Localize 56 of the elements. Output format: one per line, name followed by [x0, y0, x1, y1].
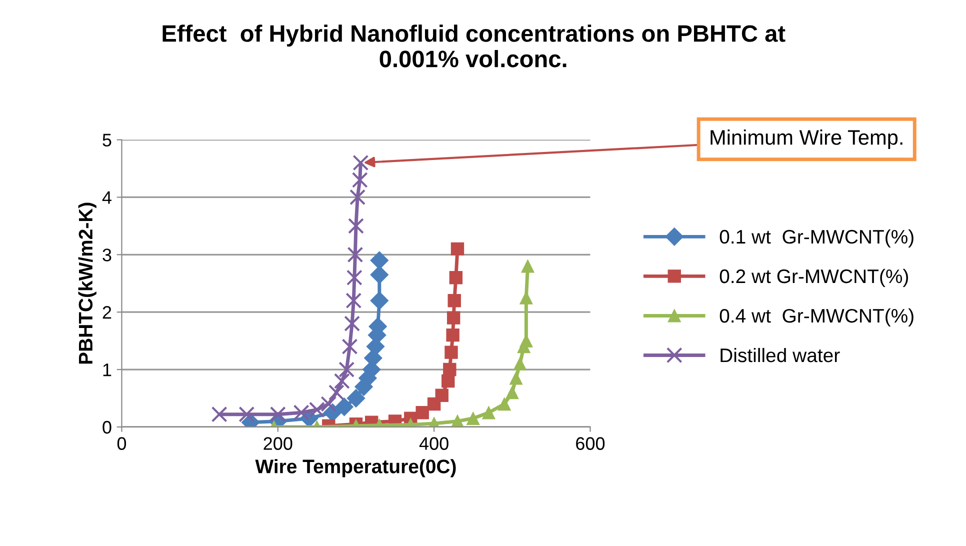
y-tick-label: 0 — [102, 420, 112, 434]
point — [446, 311, 460, 324]
legend-label: 0.1 wt Gr-MWCNT(%) — [720, 229, 914, 248]
point — [328, 384, 344, 400]
point — [509, 372, 523, 385]
point — [238, 406, 255, 422]
legend-label: Distilled water — [720, 348, 840, 362]
y-tick-label: 1 — [103, 364, 112, 376]
point — [347, 246, 364, 263]
point — [352, 154, 369, 171]
point — [443, 362, 456, 376]
x-tick-label: 400 — [419, 437, 448, 450]
point — [320, 396, 337, 412]
point — [506, 386, 519, 400]
point — [370, 266, 389, 284]
y-tick-label: 4 — [102, 191, 112, 204]
point — [344, 316, 360, 332]
point — [338, 362, 355, 378]
point — [352, 172, 368, 188]
y-tick-label: 5 — [102, 134, 112, 146]
point — [348, 218, 364, 234]
point — [342, 338, 358, 355]
point — [449, 271, 463, 284]
point — [513, 357, 527, 370]
x-tick-label: 200 — [264, 437, 292, 450]
point — [521, 260, 534, 273]
annotation: Minimum Wire Temp. — [710, 130, 902, 149]
point — [482, 406, 496, 420]
point — [346, 292, 362, 309]
point — [346, 270, 362, 286]
y-axis-title: PBHTC(kW/m2-K) — [78, 202, 96, 364]
point — [498, 397, 511, 411]
x-axis-title: Wire Temperature(0C) — [255, 459, 456, 478]
point — [450, 242, 464, 256]
point — [416, 406, 429, 420]
point — [350, 189, 366, 206]
point — [370, 291, 389, 310]
x-tick-label: 0 — [117, 437, 126, 450]
point — [520, 291, 533, 304]
point — [346, 389, 366, 408]
y-tick-label: 3 — [102, 248, 112, 262]
point — [444, 346, 458, 359]
point — [211, 406, 228, 422]
point — [334, 373, 350, 390]
y-tick-label: 2 — [102, 306, 112, 319]
point — [370, 251, 389, 270]
point — [466, 412, 480, 425]
point — [446, 328, 460, 342]
x-tick-label: 600 — [576, 437, 605, 450]
chart-title: Effect of Hybrid Nanofluid concentrations on PBHTC at 0.001% vol.conc. — [162, 24, 786, 68]
legend-label: 0.2 wt Gr-MWCNT(%) — [720, 268, 908, 288]
point — [270, 406, 286, 422]
legend-label: 0.4 wt Gr-MWCNT(%) — [720, 308, 914, 327]
point — [335, 398, 354, 416]
point — [435, 388, 448, 402]
point — [448, 294, 461, 308]
